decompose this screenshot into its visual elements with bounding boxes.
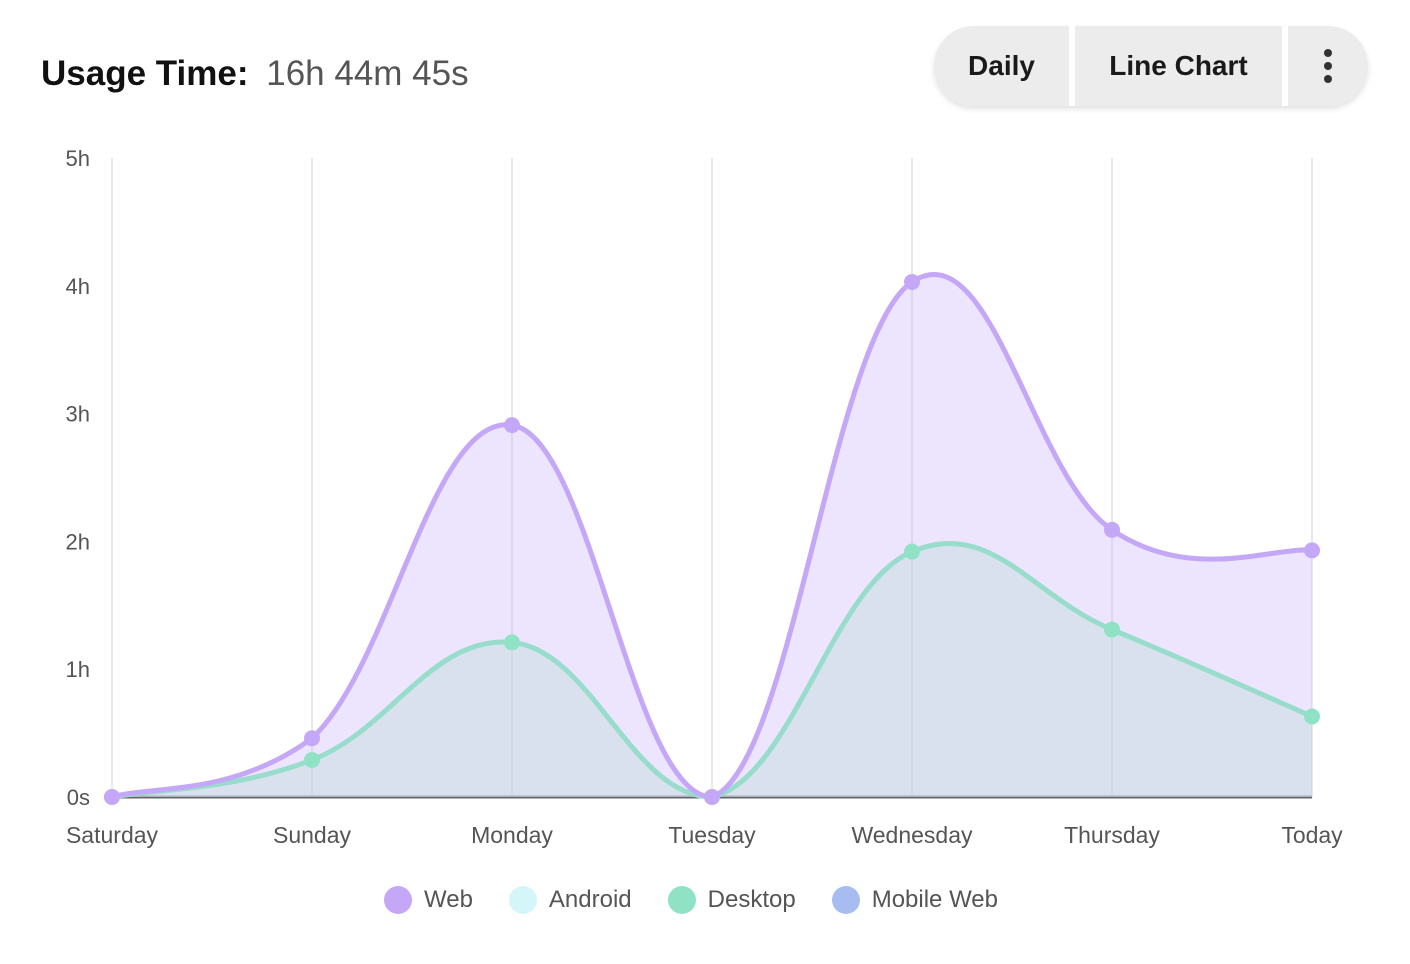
web-point-thursday[interactable] <box>1104 521 1120 538</box>
period-dropdown-button[interactable]: Daily <box>934 26 1069 106</box>
legend-swatch-icon <box>831 886 860 914</box>
usage-time-summary: Usage Time: 16h 44m 45s <box>41 52 469 96</box>
x-axis-ticks: Saturday Sunday Monday Tuesday Wednesday Thur… <box>66 822 1343 848</box>
desktop-area <box>112 543 1312 797</box>
legend-label: Web <box>424 886 473 913</box>
desktop-point-thursday[interactable] <box>1104 621 1120 638</box>
legend-swatch-icon <box>508 886 537 914</box>
y-tick-label: 3h <box>66 402 90 427</box>
legend-swatch-icon <box>667 886 696 914</box>
usage-time-value: 16h 44m 45s <box>266 54 469 93</box>
x-tick-label: Monday <box>471 822 553 848</box>
x-tick-label: Thursday <box>1064 822 1160 848</box>
desktop-point-today[interactable] <box>1304 708 1320 725</box>
legend-item-web[interactable]: Web <box>384 886 473 914</box>
x-tick-label: Sunday <box>273 822 352 848</box>
y-tick-label: 5h <box>66 146 90 171</box>
legend-label: Mobile Web <box>871 886 998 913</box>
chart-type-dropdown-button[interactable]: Line Chart <box>1075 26 1282 106</box>
usage-time-label: Usage Time: <box>41 54 249 93</box>
x-tick-label: Saturday <box>66 822 159 848</box>
chart-header: Usage Time: 16h 44m 45s Daily Line Chart <box>0 0 1410 130</box>
legend-label: Desktop <box>707 886 796 913</box>
y-tick-label: 1h <box>66 657 90 682</box>
x-tick-label: Tuesday <box>668 822 756 848</box>
chart-points <box>104 273 1320 805</box>
web-point-wednesday[interactable] <box>904 273 920 290</box>
legend-swatch-icon <box>384 886 412 914</box>
x-tick-label: Wednesday <box>851 822 973 848</box>
chart-controls: Daily Line Chart <box>934 26 1368 106</box>
web-point-sunday[interactable] <box>304 730 320 747</box>
desktop-point-sunday[interactable] <box>304 751 320 768</box>
legend-item-android[interactable]: Android <box>508 886 632 914</box>
legend-label: Android <box>548 886 632 913</box>
desktop-point-monday[interactable] <box>504 634 520 651</box>
y-tick-label: 0s <box>67 785 90 810</box>
legend-item-desktop[interactable]: Desktop <box>667 886 796 914</box>
y-tick-label: 4h <box>66 274 90 299</box>
legend-item-mobile-web[interactable]: Mobile Web <box>831 886 998 914</box>
web-point-tuesday[interactable] <box>704 789 720 805</box>
kebab-menu-icon <box>1324 49 1332 83</box>
web-point-saturday[interactable] <box>104 789 120 805</box>
chart-areas <box>112 274 1312 797</box>
chart-legend: Web Android Desktop Mobile Web <box>0 886 1382 914</box>
y-tick-label: 2h <box>66 529 90 554</box>
x-tick-label: Today <box>1281 822 1343 848</box>
usage-area-chart: 0s 1h 2h 3h 4h 5h Saturday Sunday Monday Tuesday… <box>66 146 1344 848</box>
y-axis-ticks: 0s 1h 2h 3h 4h 5h <box>66 146 90 810</box>
desktop-point-wednesday[interactable] <box>904 543 920 560</box>
web-point-today[interactable] <box>1304 542 1320 559</box>
more-options-button[interactable] <box>1288 26 1368 106</box>
web-point-monday[interactable] <box>504 417 520 434</box>
